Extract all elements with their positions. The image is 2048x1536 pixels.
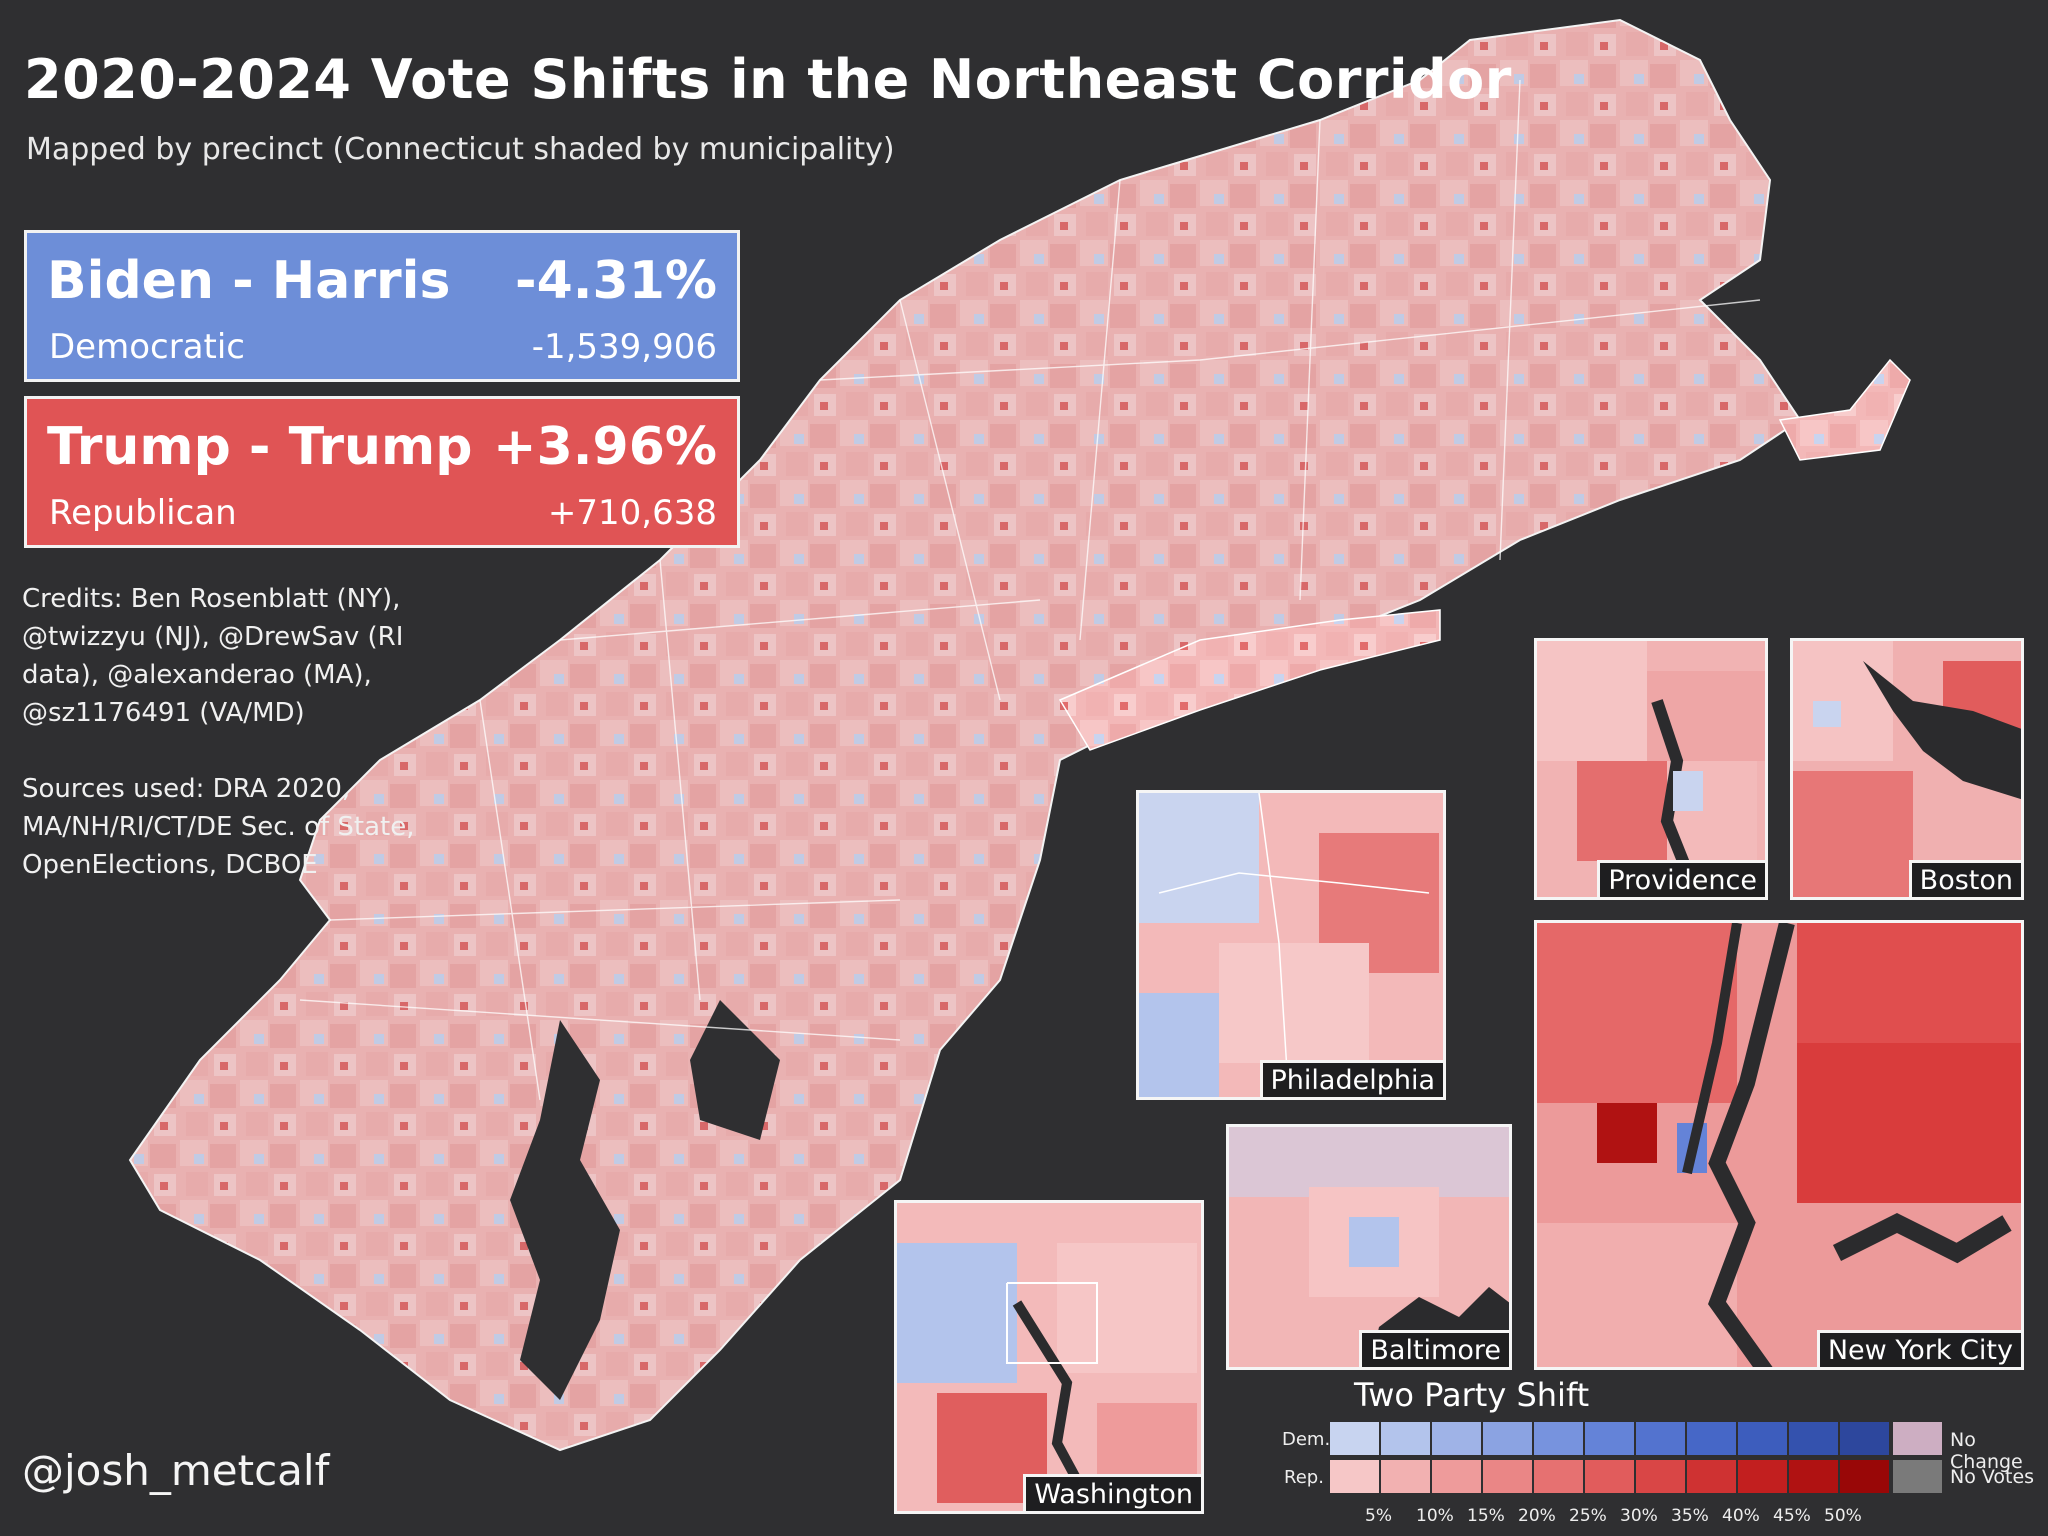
legend-no-change-label: No Change	[1950, 1429, 2023, 1473]
author-signature: @josh_metcalf	[22, 1446, 330, 1495]
inset-boston: Boston	[1790, 638, 2024, 900]
legend-rep-swatch	[1840, 1460, 1889, 1493]
inset-boston-map	[1793, 641, 2021, 897]
delaware-bay	[690, 1000, 780, 1140]
legend-dem-label: Dem.	[1282, 1429, 1331, 1450]
legend-rep-swatch	[1483, 1460, 1532, 1493]
dem-result-box: Biden - Harris -4.31% Democratic -1,539,…	[24, 230, 740, 382]
legend-rep-label: Rep.	[1284, 1467, 1324, 1488]
legend-rep-swatch	[1636, 1460, 1685, 1493]
legend-rep-swatch	[1738, 1460, 1787, 1493]
legend-dem-swatch	[1330, 1422, 1379, 1455]
legend-dem-swatch	[1585, 1422, 1634, 1455]
legend-no-change-swatch	[1893, 1422, 1942, 1455]
rep-vote-shift: +710,638	[547, 493, 717, 533]
legend-rep-swatch	[1432, 1460, 1481, 1493]
legend-rep-swatch	[1585, 1460, 1634, 1493]
inset-washington: Washington	[894, 1200, 1204, 1514]
inset-new-york-label: New York City	[1816, 1330, 2021, 1367]
inset-providence-label: Providence	[1597, 860, 1765, 897]
inset-providence: Providence	[1534, 638, 1768, 900]
legend-rep-swatch	[1534, 1460, 1583, 1493]
inset-new-york: New York City	[1534, 920, 2024, 1370]
inset-washington-map	[897, 1203, 1201, 1511]
dem-party-label: Democratic	[49, 327, 245, 367]
inset-washington-label: Washington	[1023, 1474, 1201, 1511]
legend-tick-label: 45%	[1773, 1506, 1811, 1526]
inset-philadelphia-map	[1139, 793, 1443, 1097]
inset-new-york-map	[1537, 923, 2021, 1367]
legend-dem-swatch	[1738, 1422, 1787, 1455]
legend-dem-swatch	[1381, 1422, 1430, 1455]
legend-tick-label: 5%	[1365, 1506, 1392, 1526]
long-island-shape	[1058, 609, 1441, 751]
legend-rep-swatch	[1330, 1460, 1379, 1493]
legend-dem-swatch	[1483, 1422, 1532, 1455]
legend-tick-label: 40%	[1722, 1506, 1760, 1526]
credits-text: Credits: Ben Rosenblatt (NY), @twizzyu (…	[22, 584, 415, 880]
dem-percent-shift: -4.31%	[515, 251, 717, 311]
inset-boston-label: Boston	[1908, 860, 2021, 897]
page-title: 2020-2024 Vote Shifts in the Northeast C…	[24, 48, 1512, 111]
dem-candidate-name: Biden - Harris	[47, 251, 451, 311]
legend-tick-label: 15%	[1467, 1506, 1505, 1526]
legend-dem-swatch	[1789, 1422, 1838, 1455]
legend-dem-swatch	[1534, 1422, 1583, 1455]
inset-baltimore-map	[1229, 1127, 1509, 1367]
inset-baltimore: Baltimore	[1226, 1124, 1512, 1370]
inset-baltimore-label: Baltimore	[1359, 1330, 1509, 1367]
legend-rep-swatch	[1687, 1460, 1736, 1493]
legend-no-votes-label: No Votes	[1950, 1466, 2035, 1488]
legend-tick-label: 35%	[1671, 1506, 1709, 1526]
legend-dem-swatch	[1636, 1422, 1685, 1455]
chesapeake-bay	[510, 1020, 620, 1400]
inset-philadelphia: Philadelphia	[1136, 790, 1446, 1100]
rep-percent-shift: +3.96%	[493, 417, 717, 477]
rep-candidate-name: Trump - Trump	[47, 417, 473, 477]
legend-tick-label: 50%	[1824, 1506, 1862, 1526]
legend-dem-swatch	[1687, 1422, 1736, 1455]
cape-cod-shape	[1778, 358, 1911, 461]
legend-tick-label: 30%	[1620, 1506, 1658, 1526]
page-subtitle: Mapped by precinct (Connecticut shaded b…	[26, 132, 895, 167]
dem-vote-shift: -1,539,906	[531, 327, 717, 367]
legend-tick-label: 10%	[1416, 1506, 1454, 1526]
legend-tick-label: 20%	[1518, 1506, 1556, 1526]
legend-tick-label: 25%	[1569, 1506, 1607, 1526]
rep-result-box: Trump - Trump +3.96% Republican +710,638	[24, 396, 740, 548]
legend-no-votes-swatch	[1893, 1460, 1942, 1493]
legend-dem-swatch	[1432, 1422, 1481, 1455]
inset-providence-map	[1537, 641, 1765, 897]
legend-dem-swatch	[1840, 1422, 1889, 1455]
legend-rep-swatch	[1789, 1460, 1838, 1493]
legend-title: Two Party Shift	[1354, 1376, 1590, 1414]
legend-rep-swatch	[1381, 1460, 1430, 1493]
rep-party-label: Republican	[49, 493, 237, 533]
inset-philadelphia-label: Philadelphia	[1259, 1060, 1443, 1097]
